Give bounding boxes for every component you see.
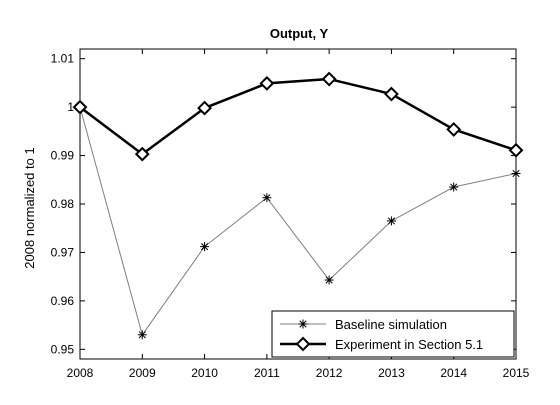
diamond-marker-shape: [508, 142, 524, 158]
plot-area: [79, 48, 517, 360]
x-tick-label: 2012: [316, 366, 343, 380]
experiment-data-point: [321, 71, 337, 87]
series-group: [72, 71, 524, 340]
asterisk-marker-stroke: [450, 183, 458, 191]
x-tick-label: 2011: [254, 366, 280, 380]
chart-title: Output, Y: [270, 26, 329, 41]
baseline-data-point: [386, 216, 396, 226]
x-tick-label: 2015: [503, 366, 530, 380]
legend-diamond-marker: [295, 336, 311, 352]
diamond-marker-shape: [321, 71, 337, 87]
experiment-data-point: [446, 121, 462, 137]
experiment-data-point: [197, 100, 212, 116]
axis-ticks: 2008 2009 2010 2011 2012 2013 2014 2015 0.95 0.96…: [51, 49, 530, 380]
y-tick-label: 0.96: [51, 294, 75, 308]
y-tick-label: 1.01: [51, 52, 75, 66]
diamond-marker-shape: [384, 86, 399, 102]
y-tick-label: 0.95: [51, 342, 75, 356]
x-tick-label: 2014: [440, 366, 467, 380]
y-tick-label: 0.99: [51, 149, 75, 163]
experiment-series-line: [79, 77, 517, 156]
asterisk-marker-stroke: [299, 320, 307, 328]
x-tick-label: 2010: [191, 366, 218, 380]
baseline-data-point: [511, 168, 521, 178]
asterisk-marker-stroke: [200, 243, 209, 251]
asterisk-marker-stroke: [512, 169, 520, 178]
legend-asterisk-marker: [298, 319, 308, 329]
x-tick-label: 2013: [378, 366, 405, 380]
diamond-marker-shape: [134, 146, 150, 162]
diamond-marker-shape: [446, 121, 462, 137]
legend-box: [271, 310, 515, 358]
experiment-data-point: [134, 146, 150, 162]
diamond-marker-shape: [72, 99, 88, 115]
asterisk-marker-stroke: [325, 276, 333, 284]
experiment-data-point: [259, 75, 275, 91]
y-axis-label: 2008 normalized to 1: [22, 147, 37, 268]
baseline-data-point: [262, 193, 272, 203]
baseline-series-line: [79, 106, 517, 336]
baseline-data-point: [137, 330, 147, 340]
baseline-data-point: [324, 275, 334, 285]
legend-entry-label: Experiment in Section 5.1: [335, 337, 483, 352]
baseline-data-point: [200, 242, 210, 252]
experiment-data-point: [384, 86, 399, 102]
baseline-data-point: [449, 182, 459, 192]
y-tick-label: 1: [67, 100, 74, 114]
legend: Baseline simulation Experiment in Section…: [271, 310, 515, 358]
diamond-marker-shape: [295, 336, 311, 352]
asterisk-marker-stroke: [138, 331, 146, 339]
experiment-data-point: [72, 99, 88, 115]
diamond-marker-shape: [259, 75, 275, 91]
diamond-marker-shape: [197, 100, 212, 116]
asterisk-marker-stroke: [387, 217, 396, 225]
y-tick-label: 0.97: [51, 245, 75, 259]
y-tick-label: 0.98: [51, 197, 75, 211]
asterisk-marker-stroke: [263, 194, 271, 202]
x-tick-label: 2009: [129, 366, 156, 380]
experiment-data-point: [508, 142, 524, 158]
legend-entry-label: Baseline simulation: [335, 317, 447, 332]
x-tick-label: 2008: [67, 366, 94, 380]
